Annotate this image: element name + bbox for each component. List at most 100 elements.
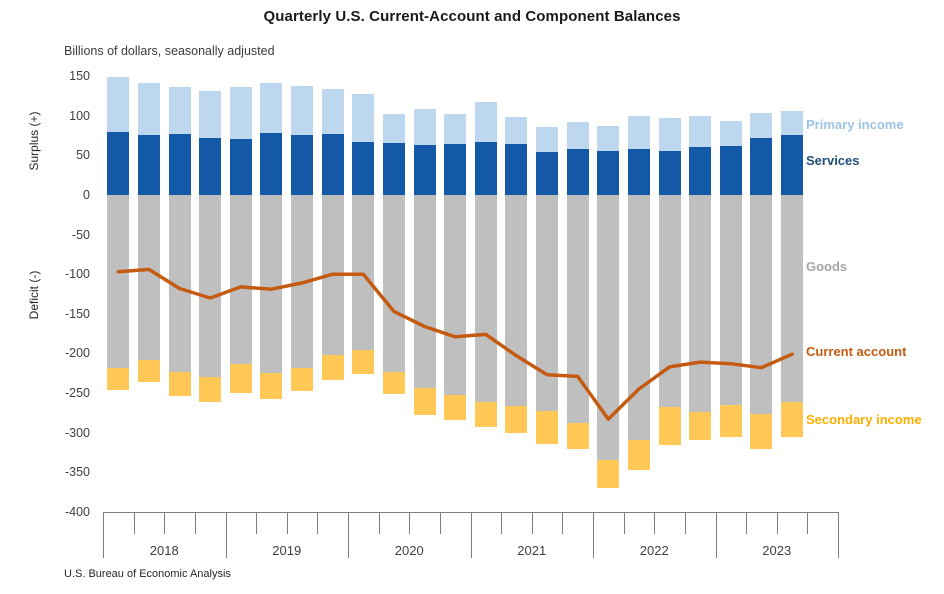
bar-segment-services	[474, 141, 497, 195]
bar-segment-primary-income	[566, 122, 589, 150]
bar-segment-services	[658, 151, 681, 195]
bar-segment-primary-income	[321, 88, 344, 134]
bar-segment-primary-income	[474, 102, 497, 142]
bar-segment-secondary-income	[536, 411, 559, 444]
year-tick	[225, 512, 227, 558]
bar-segment-primary-income	[260, 83, 283, 134]
label-current-account: Current account	[806, 344, 907, 359]
bar-segment-services	[413, 145, 436, 195]
year-label: 2019	[272, 543, 302, 558]
bar-segment-goods	[781, 195, 804, 402]
year-tick	[593, 512, 594, 558]
bar-segment-services	[627, 149, 650, 195]
bar-segment-secondary-income	[413, 388, 436, 416]
bar-segment-goods	[474, 195, 497, 402]
bar-segment-services	[781, 134, 804, 195]
source-attribution: U.S. Bureau of Economic Analysis	[64, 568, 231, 580]
bar-segment-secondary-income	[321, 354, 344, 381]
bar-segment-primary-income	[168, 87, 191, 134]
bar-segment-goods	[597, 195, 620, 461]
bar-segment-primary-income	[505, 117, 528, 145]
bar-segment-primary-income	[689, 115, 712, 148]
bar-segment-primary-income	[719, 120, 742, 146]
quarter-tick	[746, 512, 748, 534]
quarter-tick	[654, 512, 656, 534]
bar-segment-goods	[229, 195, 252, 365]
bar-segment-secondary-income	[689, 412, 712, 440]
bar-segment-secondary-income	[107, 368, 130, 390]
y-tick-label: -150	[64, 306, 90, 321]
y-tick-label: -350	[64, 465, 90, 480]
quarter-tick	[133, 512, 135, 534]
bar-segment-goods	[260, 195, 283, 374]
bar-segment-secondary-income	[168, 372, 191, 397]
bar-segment-primary-income	[199, 91, 222, 138]
year-tick	[838, 512, 839, 558]
y-tick-label: 150	[69, 69, 90, 84]
quarter-tick	[776, 512, 778, 534]
quarter-tick	[378, 512, 380, 534]
label-services: Services	[806, 153, 860, 168]
bar-segment-goods	[658, 195, 681, 408]
bar-segment-primary-income	[229, 87, 252, 139]
bar-segment-secondary-income	[627, 439, 650, 470]
y-tick-label: -200	[64, 346, 90, 361]
bar-segment-services	[352, 141, 375, 195]
bar-segment-goods	[750, 195, 773, 414]
quarter-tick	[164, 512, 166, 534]
chart-title: Quarterly U.S. Current-Account and Compo…	[263, 8, 681, 25]
quarter-tick	[807, 512, 809, 534]
bar-segment-primary-income	[352, 94, 375, 142]
bar-segment-secondary-income	[291, 367, 314, 391]
year-label: 2020	[394, 543, 424, 558]
quarter-tick	[317, 512, 319, 534]
quarter-tick	[501, 512, 503, 534]
quarter-tick	[256, 512, 258, 534]
bar-segment-goods	[719, 195, 742, 405]
bar-segment-secondary-income	[382, 372, 405, 394]
bar-segment-services	[566, 149, 589, 195]
bar-segment-secondary-income	[474, 401, 497, 428]
bar-segment-services	[107, 132, 130, 195]
bar-segment-secondary-income	[352, 350, 375, 374]
quarter-tick	[562, 512, 564, 534]
bar-segment-services	[750, 137, 773, 195]
bar-segment-secondary-income	[137, 359, 160, 382]
bar-segment-services	[168, 134, 191, 195]
bar-segment-services	[199, 137, 222, 195]
units-label: Billions of dollars, seasonally adjusted	[64, 44, 275, 58]
y-tick-label: 50	[76, 148, 90, 163]
bar-segment-secondary-income	[750, 413, 773, 450]
bar-segment-primary-income	[137, 82, 160, 135]
bar-segment-secondary-income	[229, 364, 252, 393]
bar-segment-goods	[107, 195, 130, 369]
y-tick-label: 0	[83, 188, 90, 202]
y-tick-label: -50	[71, 227, 90, 242]
bar-segment-goods	[352, 195, 375, 351]
bar-segment-goods	[627, 195, 650, 440]
quarter-tick	[409, 512, 411, 534]
bar-segment-services	[536, 152, 559, 195]
bar-segment-services	[505, 144, 528, 195]
bar-segment-goods	[137, 195, 160, 360]
quarter-tick	[286, 512, 288, 534]
bar-segment-goods	[505, 195, 528, 406]
bar-segment-primary-income	[658, 118, 681, 152]
bar-segment-services	[597, 150, 620, 195]
bar-segment-primary-income	[781, 111, 804, 135]
bar-segment-services	[444, 144, 467, 195]
quarter-tick	[531, 512, 533, 534]
year-label: 2023	[762, 543, 792, 558]
y-tick-label: -300	[64, 425, 90, 440]
bar-segment-primary-income	[536, 126, 559, 153]
bar-segment-secondary-income	[597, 460, 620, 489]
bar-segment-secondary-income	[444, 394, 467, 420]
bar-segment-primary-income	[750, 112, 773, 138]
bar-segment-goods	[321, 195, 344, 355]
year-tick	[715, 512, 717, 558]
quarter-tick	[623, 512, 625, 534]
bar-segment-primary-income	[597, 126, 620, 151]
bar-segment-primary-income	[444, 114, 467, 145]
